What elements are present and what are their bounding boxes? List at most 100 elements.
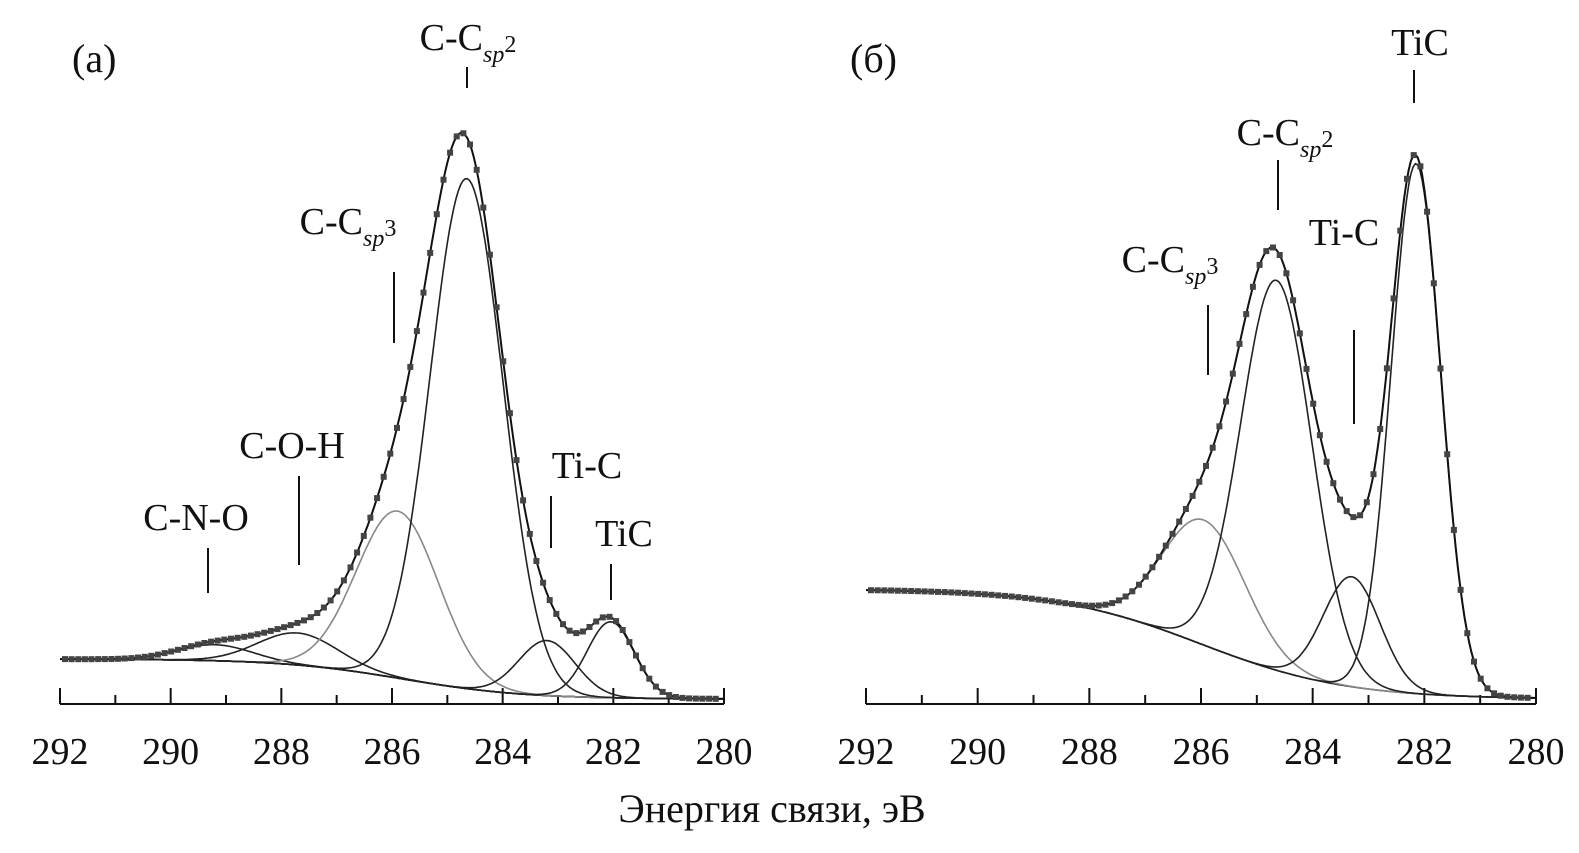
data-point: [1055, 599, 1062, 606]
data-point: [208, 638, 215, 645]
data-point: [1082, 602, 1089, 609]
peak-label-base: TiC: [595, 513, 653, 555]
peak-label-ti-c: Ti-C: [552, 445, 622, 487]
x-axis-title: Энергия связи, эВ: [618, 786, 925, 831]
data-point: [981, 591, 988, 598]
data-point: [888, 587, 895, 594]
data-point: [407, 363, 414, 370]
data-point: [500, 358, 507, 365]
data-point: [633, 652, 639, 659]
data-point: [62, 656, 68, 663]
data-point: [360, 532, 367, 539]
data-point: [1176, 518, 1183, 525]
x-tick-label: 290: [949, 731, 1006, 773]
data-point: [560, 621, 566, 628]
data-point: [606, 613, 613, 620]
data-point: [1182, 506, 1189, 512]
data-point: [1303, 365, 1310, 372]
data-point: [181, 645, 188, 651]
data-point: [1270, 244, 1276, 251]
peak-label-tic: TiC: [1391, 22, 1449, 64]
data-point: [1437, 365, 1444, 372]
peak-label-base: C-C: [1237, 112, 1300, 154]
data-point: [921, 588, 928, 595]
data-point: [1002, 592, 1008, 599]
data-point: [234, 634, 241, 641]
data-point: [1015, 594, 1022, 601]
peak-label-superscript: 2: [504, 32, 516, 58]
data-point: [201, 640, 208, 646]
data-point: [340, 577, 347, 584]
panel-b: (б)292 290 288 286 284 282 280C-Csp3C-Csp2Ti-C…: [838, 22, 1565, 773]
data-point: [254, 631, 261, 638]
data-point: [1377, 426, 1384, 432]
data-point: [1042, 597, 1049, 604]
data-point: [619, 627, 626, 633]
peak-label-subscript: sp: [1300, 137, 1321, 163]
data-point: [968, 590, 975, 597]
data-point: [1249, 283, 1256, 290]
peak-label-c-csp2: C-Csp2: [420, 17, 517, 68]
data-point: [301, 617, 307, 624]
data-point: [692, 695, 699, 702]
data-point: [928, 588, 935, 595]
data-point: [652, 683, 659, 690]
peak-label-base: C-C: [1122, 239, 1185, 281]
data-point: [1209, 444, 1216, 451]
data-point: [440, 176, 447, 183]
data-point: [374, 495, 381, 502]
data-point: [1276, 252, 1283, 258]
data-point: [1497, 692, 1504, 699]
data-point: [1136, 581, 1142, 588]
data-point: [901, 587, 908, 594]
data-point: [593, 618, 600, 625]
data-point: [128, 655, 135, 662]
data-point: [154, 651, 161, 658]
data-point: [214, 637, 221, 644]
data-point: [659, 688, 666, 695]
data-point: [314, 610, 321, 616]
data-point: [1390, 295, 1397, 302]
data-point: [1504, 693, 1511, 700]
data-point: [1517, 694, 1524, 701]
data-point: [1069, 601, 1075, 608]
data-point: [914, 588, 921, 595]
x-tick-label: 286: [364, 731, 421, 773]
data-point: [1129, 588, 1136, 595]
data-point: [148, 652, 155, 659]
data-point: [168, 648, 175, 655]
data-point: [1035, 596, 1042, 603]
data-point: [307, 614, 314, 621]
peak-label-base: C-C: [420, 17, 483, 59]
data-point: [1430, 280, 1437, 287]
data-point: [540, 579, 547, 586]
data-point: [1337, 496, 1343, 503]
x-tick-label: 282: [585, 731, 642, 773]
x-tick-label: 292: [32, 731, 89, 773]
data-point: [1424, 208, 1431, 215]
data-point: [88, 656, 95, 663]
data-point: [75, 656, 82, 663]
component-curve-c-csp2: [866, 279, 1536, 699]
data-point: [1223, 398, 1230, 405]
peak-label-base: TiC: [1391, 22, 1449, 64]
data-point: [1028, 595, 1035, 602]
data-point: [666, 692, 673, 699]
data-point: [1444, 451, 1451, 458]
data-point: [68, 656, 75, 663]
data-point: [613, 618, 620, 625]
data-point: [161, 650, 168, 657]
data-point: [467, 141, 473, 148]
data-point: [1196, 478, 1203, 485]
data-point: [1464, 630, 1471, 637]
data-point: [261, 629, 268, 636]
peak-label-base: Ti-C: [552, 445, 622, 487]
data-point: [1089, 602, 1096, 609]
data-point: [1115, 597, 1122, 604]
data-point: [1290, 297, 1297, 304]
data-point: [513, 457, 520, 464]
data-point: [1410, 152, 1417, 159]
x-tick-label: 284: [474, 731, 531, 773]
